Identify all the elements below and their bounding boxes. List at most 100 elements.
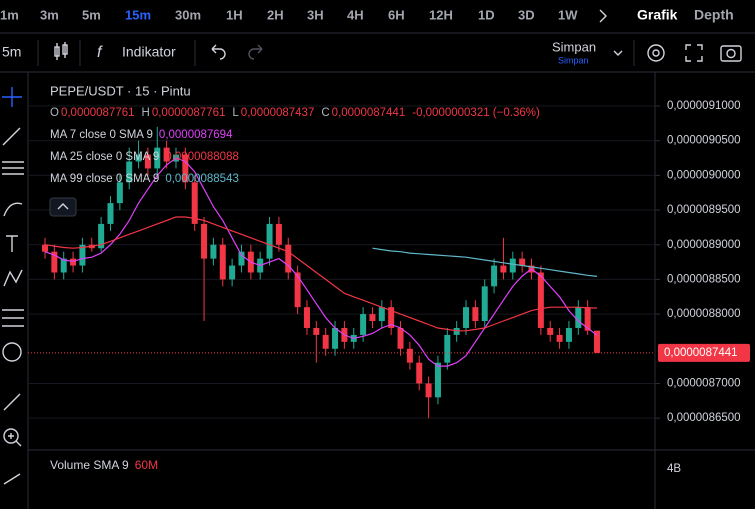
y-tick-label: 0,0000091000 — [667, 100, 741, 112]
collapse-legend-button[interactable] — [49, 197, 77, 217]
fx-icon[interactable]: f — [97, 44, 103, 61]
chart-title: PEPE/USDT · 15 · Pintu — [50, 83, 191, 98]
zoom-tool[interactable] — [3, 428, 22, 447]
y-tick-label: 0,0000089500 — [667, 204, 741, 216]
legend-name: MA 99 close 0 SMA 9 — [50, 173, 159, 185]
prediction-tool[interactable] — [2, 309, 24, 327]
interval-bar: 1m 3m 5m 15m 30m 1H 2H 3H 4H 6H 12H 1D 3… — [0, 7, 734, 23]
change: -0,0000000321 (−0.36%) — [412, 107, 540, 119]
interval[interactable]: 1D — [478, 7, 495, 22]
h-value: 0,0000087761 — [152, 107, 226, 119]
y-tick-label: 0,0000090000 — [667, 169, 741, 181]
candle-body — [425, 383, 432, 398]
candle-body — [519, 258, 526, 266]
save-status: Simpan — [558, 55, 589, 65]
candle-body — [332, 327, 339, 349]
interval-active[interactable]: 15m — [125, 7, 151, 22]
text-tool[interactable] — [6, 235, 18, 252]
candle-body — [509, 258, 516, 273]
candle-body — [210, 244, 217, 259]
moving-average-line — [44, 216, 598, 332]
ohlc-legend: O 0,0000087761 H 0,0000087761 L 0,0000087437 C… — [50, 107, 540, 119]
candle-body — [42, 244, 48, 252]
interval[interactable]: 3m — [40, 7, 59, 22]
ruler-tool[interactable] — [3, 393, 21, 411]
interval[interactable]: 1m — [0, 7, 19, 22]
legend-entry: MA 7 close 0 SMA 9 0,0000087694 — [50, 129, 233, 141]
moving-average-line — [44, 157, 598, 367]
interval[interactable]: 5m — [82, 7, 101, 22]
interval-select[interactable]: 5m — [2, 44, 21, 60]
save-button[interactable]: Simpan — [552, 39, 596, 54]
brush-tool[interactable] — [3, 202, 23, 217]
volume-name: Volume SMA 9 — [50, 458, 129, 472]
legend-value: 0,0000088543 — [165, 173, 239, 185]
indicator-button[interactable]: Indikator — [122, 44, 176, 60]
candle-body — [266, 223, 273, 259]
candle-body — [191, 182, 198, 224]
tab-active[interactable]: Grafik — [637, 7, 678, 23]
h-label: H — [142, 107, 150, 119]
c-value: 0,0000087441 — [332, 107, 406, 119]
crosshair-tool[interactable] — [2, 87, 22, 107]
candle-body — [322, 334, 329, 349]
legend-name: MA 7 close 0 SMA 9 — [50, 129, 153, 141]
fullscreen-icon[interactable] — [685, 44, 703, 62]
volume-axis-label: 4B — [667, 463, 681, 475]
drawing-toolbar — [2, 87, 24, 485]
emoji-tool[interactable] — [2, 342, 22, 362]
candle-body — [444, 334, 451, 363]
scroll-arrow[interactable] — [599, 9, 607, 23]
save-dropdown[interactable] — [613, 50, 623, 56]
fib-tool[interactable] — [2, 161, 24, 175]
interval[interactable]: 2H — [267, 7, 284, 22]
candle-body — [135, 154, 142, 162]
screenshot-icon[interactable] — [720, 45, 742, 62]
tab[interactable]: Depth — [694, 7, 734, 23]
y-tick-label: 0,0000090500 — [667, 135, 741, 147]
legend-name: MA 25 close 0 SMA 9 — [50, 151, 159, 163]
settings-icon[interactable] — [647, 44, 665, 62]
candle-body — [453, 327, 460, 335]
candle-body — [182, 154, 189, 183]
candle-body — [500, 265, 507, 273]
interval[interactable]: 6H — [388, 7, 405, 22]
candle-body — [303, 307, 310, 328]
candle-body — [575, 307, 582, 328]
interval[interactable]: 12H — [429, 7, 453, 22]
interval[interactable]: 1H — [226, 7, 243, 22]
candle-body — [565, 327, 572, 342]
interval[interactable]: 3D — [518, 7, 535, 22]
candle-body — [51, 251, 58, 273]
candle-body — [144, 154, 151, 169]
y-tick-label: 0,0000089000 — [667, 239, 741, 251]
candle-type-icon[interactable] — [54, 42, 68, 60]
undo-icon[interactable] — [211, 44, 226, 60]
candle-body — [378, 307, 385, 322]
y-tick-label: 0,0000087000 — [667, 377, 741, 389]
candle-body — [556, 334, 563, 342]
interval[interactable]: 1W — [558, 7, 578, 22]
candle-body — [285, 244, 292, 273]
candle-body — [294, 272, 301, 308]
y-tick-label: 0,0000088000 — [667, 308, 741, 320]
candle-body — [313, 327, 320, 335]
plot — [28, 105, 660, 419]
interval[interactable]: 3H — [307, 7, 324, 22]
interval[interactable]: 30m — [175, 7, 201, 22]
trendline-tool[interactable] — [2, 127, 21, 146]
interval[interactable]: 4H — [347, 7, 364, 22]
candle-body — [397, 327, 404, 349]
magnet-tool[interactable] — [3, 473, 21, 485]
y-tick-label: 0,0000088500 — [667, 273, 741, 285]
legend-value: 0,0000087694 — [159, 129, 233, 141]
pattern-tool[interactable] — [3, 269, 23, 287]
candle-body — [126, 161, 133, 183]
redo-icon[interactable] — [248, 44, 263, 60]
moving-average-line — [372, 247, 598, 277]
chart-toolbar: 5m f Indikator Simpan Simpan — [2, 39, 742, 66]
candle-body — [406, 348, 413, 363]
